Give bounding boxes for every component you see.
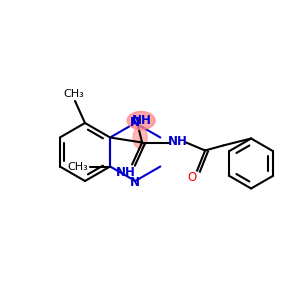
- Text: N: N: [130, 176, 140, 188]
- Text: CH₃: CH₃: [64, 89, 84, 99]
- Text: O: O: [188, 171, 197, 184]
- Ellipse shape: [133, 127, 147, 148]
- Text: NH: NH: [132, 114, 152, 127]
- Ellipse shape: [127, 112, 155, 130]
- Text: NH: NH: [168, 135, 188, 148]
- Text: N: N: [130, 116, 140, 128]
- Text: NH: NH: [116, 166, 136, 179]
- Text: CH₃: CH₃: [68, 161, 88, 172]
